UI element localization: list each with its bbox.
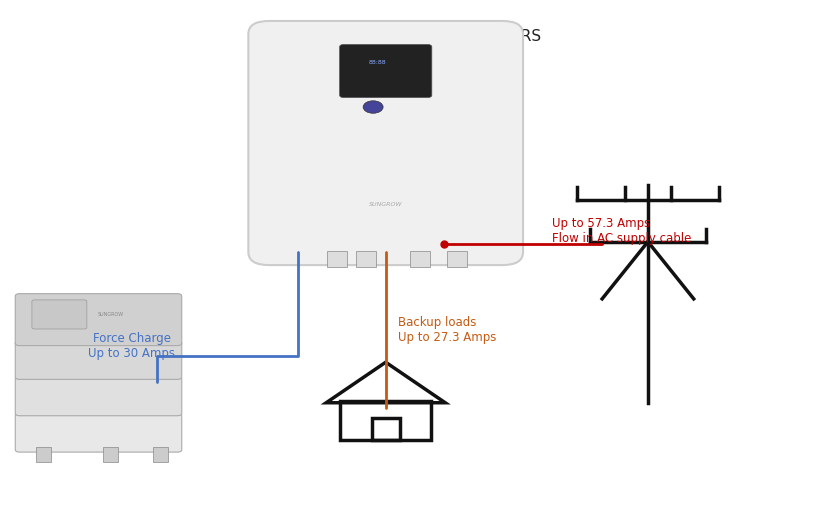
Bar bbox=[340, 401, 432, 440]
FancyBboxPatch shape bbox=[15, 340, 182, 380]
FancyBboxPatch shape bbox=[15, 413, 182, 452]
FancyBboxPatch shape bbox=[15, 293, 182, 345]
FancyBboxPatch shape bbox=[356, 250, 375, 267]
Text: SUNGROW: SUNGROW bbox=[98, 312, 124, 317]
Bar bbox=[103, 447, 117, 463]
FancyBboxPatch shape bbox=[410, 250, 430, 267]
FancyBboxPatch shape bbox=[447, 250, 468, 267]
Text: 88:88: 88:88 bbox=[369, 60, 386, 65]
Bar bbox=[371, 418, 400, 440]
FancyBboxPatch shape bbox=[327, 250, 347, 267]
Bar bbox=[153, 447, 168, 463]
Bar bbox=[36, 447, 51, 463]
Text: Sizing the AC cable for SH5.0RS: Sizing the AC cable for SH5.0RS bbox=[297, 29, 541, 44]
Text: Backup loads
Up to 27.3 Amps: Backup loads Up to 27.3 Amps bbox=[398, 316, 497, 344]
FancyBboxPatch shape bbox=[32, 300, 87, 329]
FancyBboxPatch shape bbox=[248, 21, 523, 265]
FancyBboxPatch shape bbox=[339, 45, 432, 98]
Circle shape bbox=[363, 101, 383, 113]
FancyBboxPatch shape bbox=[15, 377, 182, 416]
Text: SUNGROW: SUNGROW bbox=[369, 202, 402, 207]
Text: Up to 57.3 Amps
Flow in AC supply cable: Up to 57.3 Amps Flow in AC supply cable bbox=[552, 217, 691, 245]
Text: Force Charge
Up to 30 Amps: Force Charge Up to 30 Amps bbox=[88, 332, 175, 360]
